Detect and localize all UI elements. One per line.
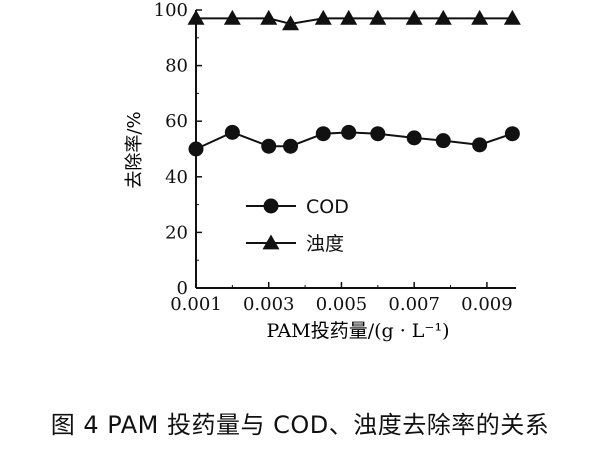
legend-label: 浊度 [306,233,344,255]
series-layer [187,9,521,157]
data-point [223,9,241,25]
data-point [472,137,488,153]
y-tick-label: 20 [165,222,188,243]
data-point [370,126,386,142]
y-tick-label: 40 [165,167,188,188]
series-cod [188,124,520,157]
legend: COD 浊度 [246,196,349,255]
data-point [434,9,452,25]
data-point [406,130,422,146]
data-point [188,141,204,157]
x-tick-label: 0.003 [243,294,295,315]
x-tick-label: 0.007 [388,294,440,315]
data-point [282,15,300,31]
y-axis-label: 去除率/% [124,111,145,188]
x-tick-label: 0.005 [316,294,368,315]
data-point [504,126,520,142]
data-point [369,9,387,25]
figure-caption: 图 4 PAM 投药量与 COD、浊度去除率的关系 [50,411,550,439]
data-point [261,138,277,154]
axes [195,10,516,289]
data-point [283,138,299,154]
series-turbidity [187,9,521,31]
data-point [315,126,331,142]
legend-item: COD [246,196,349,218]
data-point [405,9,423,25]
legend-item: 浊度 [246,233,344,255]
data-point [314,9,332,25]
x-tick-label: 0.009 [461,294,513,315]
data-point [224,124,240,140]
x-tick-label: 0.001 [170,294,222,315]
y-tick-label: 60 [165,111,188,132]
data-point [503,9,521,25]
legend-marker [263,198,279,214]
chart: 0 20 40 60 80 100 0.001 0.003 0.005 0.007 0.009 CO… [124,0,521,342]
data-point [341,124,357,140]
x-axis-label: PAM投药量/(g · L⁻¹) [267,320,450,342]
y-tick-label: 80 [165,56,188,77]
data-point [187,9,205,25]
y-tick-label: 0 [177,278,188,299]
data-point [471,9,489,25]
legend-marker [262,234,280,250]
data-point [435,133,451,149]
ticks: 0 20 40 60 80 100 0.001 0.003 0.005 0.007 0.009 [154,0,513,315]
data-point [340,9,358,25]
legend-label: COD [306,196,349,218]
data-point [260,9,278,25]
y-tick-label: 100 [154,0,188,21]
